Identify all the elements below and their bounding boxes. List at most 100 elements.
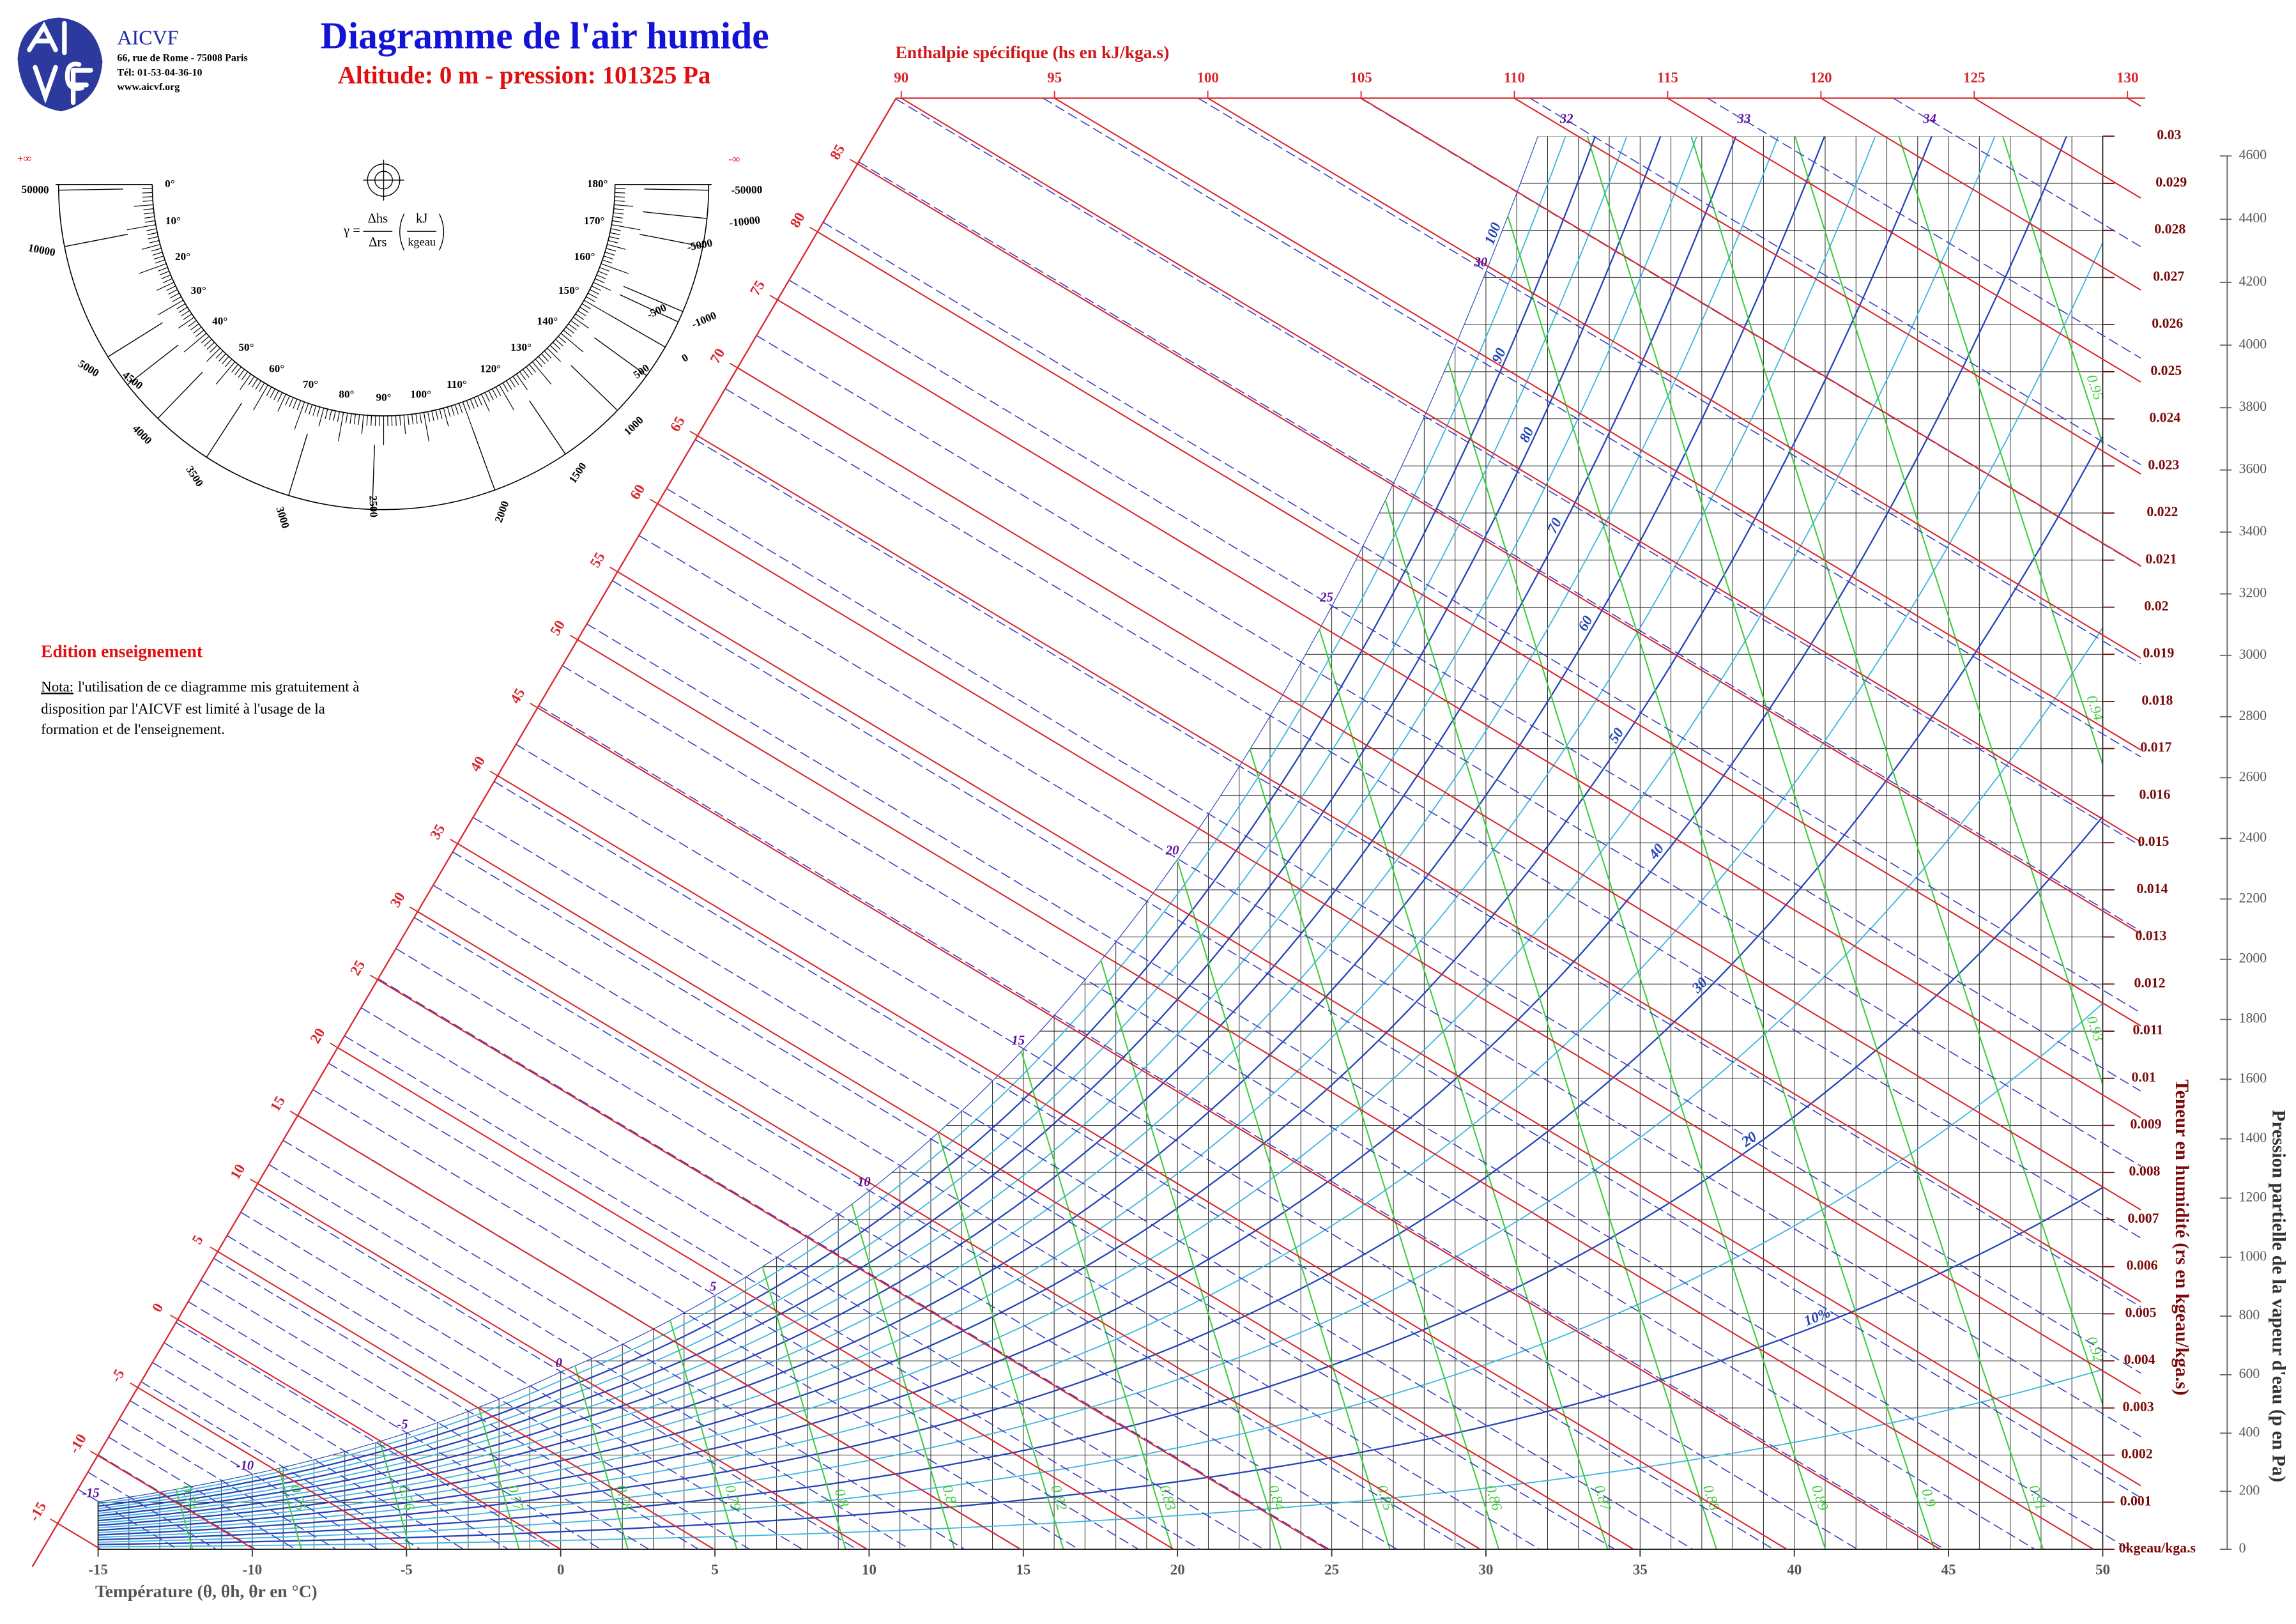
wet-bulb-line [538,705,1945,1550]
enthalpy-line [1361,97,2141,567]
gauge-tick [484,392,490,402]
y-tick-label: 0.018 [2141,693,2173,708]
gauge-tick [473,397,478,408]
gauge-tick [512,376,519,385]
x-tick-label: 45 [1941,1562,1956,1578]
specific-volume-line [1586,136,2044,1550]
relative-humidity-curve [98,136,1695,1512]
gauge-tick [608,240,618,243]
logo [17,17,103,112]
y2-tick-label: 1800 [2239,1011,2267,1026]
gauge-tick [349,413,352,424]
x-tick-label: 35 [1633,1562,1648,1578]
gauge-tick [149,240,160,243]
gauge-tick [142,192,153,194]
enthalpy-line [657,503,2141,1395]
wet-bulb-line [586,623,2130,1550]
gauge-tick [462,401,473,430]
enthalpy-tick [369,974,378,981]
gauge-tick [399,415,401,426]
y-tick-label: 0.012 [2134,975,2165,990]
enthalpy-tick-label: 130 [2116,70,2138,86]
enthalpy-line [297,1115,1022,1550]
gauge-tick [431,410,434,421]
gauge-radial [472,429,496,491]
y-tick-label: 0.023 [2148,457,2179,472]
gauge-scale-label: 2500 [367,495,379,517]
gauge-tick [293,399,298,409]
gauge-tick [181,310,190,317]
y-tick-label: 0.019 [2143,645,2174,661]
gauge-tick [454,404,459,415]
formula-denominator: Δrs [369,235,386,249]
y2-tick-label: 2200 [2239,890,2267,905]
gauge-tick [439,409,443,419]
gauge-tick [505,380,512,390]
gauge-angle-label: 70° [303,378,318,390]
y-tick-label: 0.029 [2155,174,2187,190]
gauge-tick [277,394,286,412]
enthalpy-tick [530,702,538,709]
gauge-scale-label: 50000 [21,183,49,196]
y2-tick-label: 4000 [2239,336,2267,351]
wet-bulb-line [88,1471,217,1550]
enthalpy-tick [409,907,418,912]
gauge-angle-label: 40° [212,315,227,327]
y2-tick-label: 4600 [2239,147,2267,162]
wet-bulb-line [516,744,1858,1550]
y2-axis-title: Pression partielle de la vapeur d'eau (p… [2268,1110,2289,1482]
wet-bulb-line [823,222,2141,1014]
gauge-tick [572,317,589,329]
specific-volume-line [1794,136,2103,1550]
gauge-tick [488,390,494,401]
gauge-tick [613,208,624,210]
gauge-tick [499,385,515,411]
wet-bulb-line [130,1400,378,1550]
wet-bulb-line [473,816,1694,1550]
specific-volume-line [1898,136,2103,1550]
x-tick-label: 10 [862,1562,876,1578]
enthalpy-line [97,1455,255,1550]
relative-humidity-curve [98,136,1657,1510]
enthalpy-tick [89,1450,98,1456]
gauge-tick [158,267,168,272]
wet-bulb-label: 30 [1474,256,1488,270]
gauge-tick [270,388,276,399]
gauge-tick [407,414,409,425]
enthalpy-line [1973,97,2141,199]
wet-bulb-line [312,1089,1080,1550]
enthalpy-tick-label: 125 [1963,70,1985,86]
gauge-tick [161,274,171,280]
gauge-tick [358,414,360,425]
gauge-tick [151,248,162,252]
gauge-tick [218,353,226,362]
website: www.aicvf.org [117,82,180,93]
x-tick-label: -15 [88,1562,108,1578]
enthalpy-tick-label: 120 [1810,70,1832,86]
nota-line: disposition par l'AICVF est limité à l'u… [41,701,325,717]
gauge-angle-label: 170° [584,215,605,227]
target-cross [363,159,404,201]
relative-humidity-curve [98,242,2103,1533]
gauge-tick [155,259,165,264]
gauge-tick [222,356,229,365]
y-tick-label: 0.016 [2139,786,2170,802]
gauge-tick [188,320,197,327]
wet-bulb-line [895,98,2141,846]
gauge-tick [162,278,172,284]
gauge-tick [538,356,546,365]
enthalpy-tick [50,1518,58,1524]
enthalpy-line [857,163,2141,935]
enthalpy-tick [330,1042,339,1048]
gauge-tick [266,387,272,396]
y-tick-label: 0.014 [2136,881,2168,896]
gauge-tick [201,335,210,344]
gauge-tick [577,310,587,317]
enthalpy-line [1667,97,2141,383]
wet-bulb-line [666,487,2141,1374]
gauge-tick [607,244,626,250]
y-tick-label: 0.007 [2128,1211,2159,1226]
enthalpy-tick [450,838,458,845]
y-tick-label: 0.013 [2135,928,2166,944]
gauge-tick [519,371,526,381]
